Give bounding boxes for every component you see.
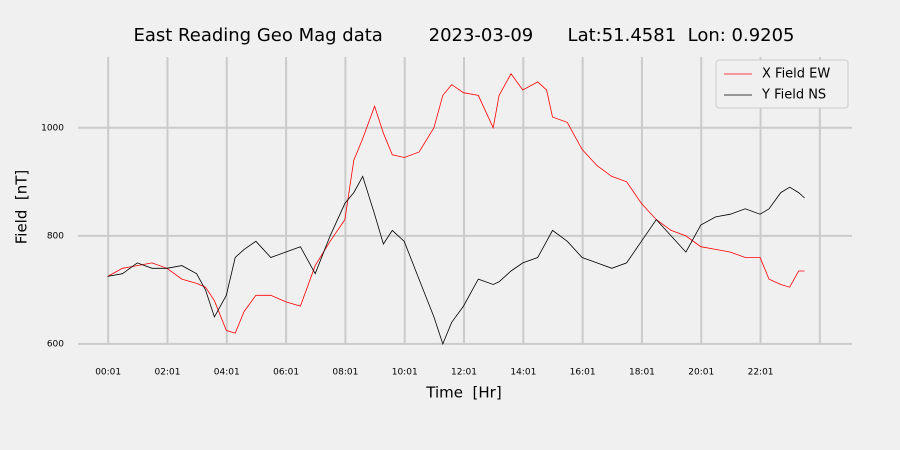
- series-line: [107, 175, 805, 346]
- x-tick-label: 02:01: [155, 368, 181, 378]
- legend-label: Y Field NS: [761, 88, 826, 103]
- series-line: [107, 73, 805, 334]
- x-tick-label: 06:01: [273, 368, 299, 378]
- legend: X Field EW Y Field NS: [715, 59, 849, 109]
- y-axis-label: Field [nT]: [13, 170, 31, 245]
- x-tick-label: 12:01: [451, 368, 477, 378]
- x-tick-label: 00:01: [95, 368, 121, 378]
- x-tick-label: 18:01: [629, 368, 655, 378]
- x-tick-label: 16:01: [570, 368, 596, 378]
- x-tick-label: 14:01: [510, 368, 536, 378]
- x-tick-label: 10:01: [392, 368, 418, 378]
- chart-title: East Reading Geo Mag data 2023-03-09 Lat…: [133, 25, 794, 46]
- x-axis-label: Time [Hr]: [425, 384, 501, 402]
- x-tick-label: 08:01: [332, 368, 358, 378]
- x-tick-label: 20:01: [688, 368, 714, 378]
- x-tick-label: 04:01: [214, 368, 240, 378]
- y-tick-label: 1000: [41, 123, 64, 133]
- x-tick-label: 22:01: [748, 368, 774, 378]
- legend-label: X Field EW: [762, 67, 830, 82]
- y-tick-label: 800: [47, 231, 64, 241]
- y-tick-label: 600: [47, 339, 64, 349]
- legend-box: [715, 59, 849, 109]
